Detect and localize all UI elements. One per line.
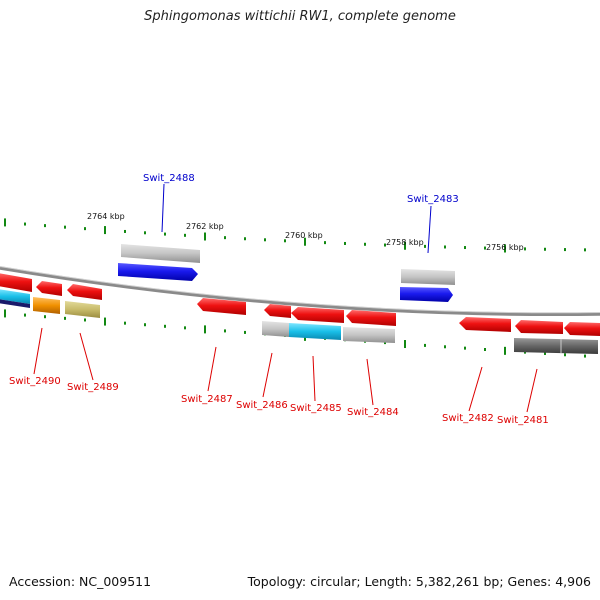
gene-Swit_2482[interactable]	[459, 317, 511, 332]
gene-label-Swit_2488: Swit_2488	[143, 173, 195, 184]
gene-Swit_2489[interactable]	[67, 284, 102, 300]
gene-Swit_2486[interactable]	[264, 304, 291, 318]
feature-cyan-left[interactable]	[0, 289, 30, 308]
map-title: Sphingomonas wittichii RW1, complete gen…	[144, 9, 456, 24]
kbp-label: 2756 kbp	[486, 243, 524, 252]
gene-label-Swit_2485: Swit_2485	[290, 403, 342, 414]
gene-Swit_2484[interactable]	[346, 310, 396, 326]
gene-label-Swit_2489: Swit_2489	[67, 382, 119, 393]
genome-backbone	[0, 266, 600, 317]
accession-label: Accession: NC_009511	[9, 574, 152, 589]
kbp-label: 2758 kbp	[386, 238, 424, 247]
feature-gray-inner-2[interactable]	[343, 327, 395, 343]
gene-left-partial[interactable]	[0, 273, 32, 292]
gene-label-Swit_2486: Swit_2486	[236, 400, 288, 411]
gene-Swit_2483[interactable]	[400, 287, 453, 302]
feature-orange[interactable]	[33, 297, 60, 314]
callout-lines	[33, 183, 538, 413]
gene-Swit_2481[interactable]	[515, 320, 563, 334]
gene-right-partial[interactable]	[564, 322, 600, 336]
outer-tick-track	[4, 218, 586, 253]
gene-label-Swit_2484: Swit_2484	[347, 407, 399, 418]
kbp-label: 2760 kbp	[285, 231, 323, 240]
feature-gray-outer-1[interactable]	[121, 244, 200, 263]
gene-label-Swit_2490: Swit_2490	[9, 376, 61, 387]
gene-Swit_2487[interactable]	[197, 298, 246, 315]
gene-label-Swit_2487: Swit_2487	[181, 394, 233, 405]
gene-label-Swit_2481: Swit_2481	[497, 415, 549, 426]
kbp-label: 2764 kbp	[87, 212, 125, 221]
gene-label-Swit_2482: Swit_2482	[442, 413, 494, 424]
topology-label: Topology: circular; Length: 5,382,261 bp…	[247, 574, 591, 589]
kbp-label: 2762 kbp	[186, 222, 224, 231]
gene-Swit_2488[interactable]	[118, 263, 198, 281]
feature-gray-inner-1[interactable]	[262, 321, 289, 337]
gene-Swit_2485[interactable]	[291, 307, 344, 323]
feature-gray-outer-2[interactable]	[401, 269, 455, 285]
feature-cyan-inner[interactable]	[289, 323, 341, 340]
gene-Swit_2490[interactable]	[36, 281, 62, 296]
gene-label-Swit_2483: Swit_2483	[407, 194, 459, 205]
feature-olive[interactable]	[65, 301, 100, 318]
feature-dark-gray[interactable]	[514, 338, 598, 354]
